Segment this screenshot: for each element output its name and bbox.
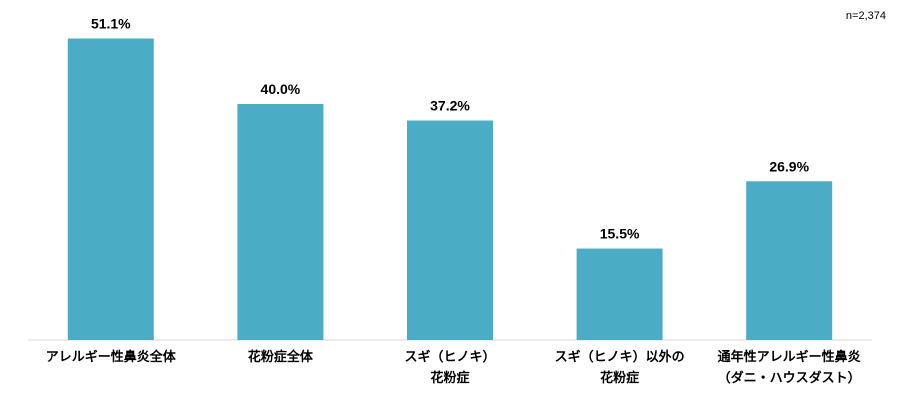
value-label: 37.2% [430,98,470,114]
x-tick-label: スギ（ヒノキ）以外の 花粉症 [554,349,685,385]
x-tick-label: 花粉症全体 [247,349,313,364]
value-label: 15.5% [600,226,640,242]
bar [67,38,154,340]
value-label: 40.0% [261,81,301,97]
bar [746,181,833,340]
x-tick-label: 通年性アレルギー性鼻炎 （ダニ・ハウスダスト） [717,349,861,385]
bar [237,104,324,340]
value-label: 51.1% [91,16,131,32]
value-label: 26.9% [769,158,809,174]
x-tick-label: スギ（ヒノキ） 花粉症 [404,349,496,385]
bar [407,120,493,341]
bar [576,248,663,340]
x-tick-label: アレルギー性鼻炎全体 [45,349,176,364]
sample-size: n=2,374 [845,10,886,22]
